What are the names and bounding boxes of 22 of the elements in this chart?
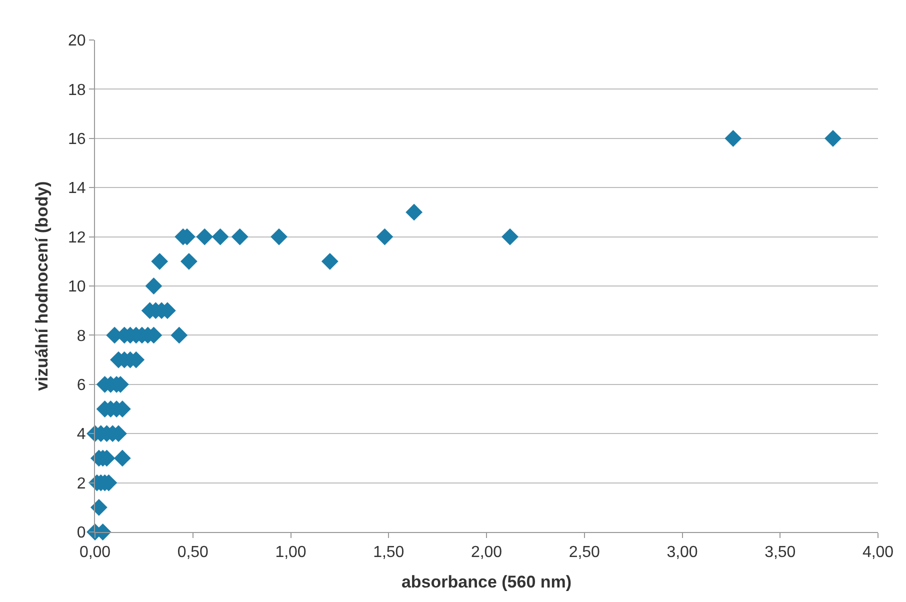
x-tick-label: 2,50 bbox=[568, 544, 600, 562]
y-tick-label: 10 bbox=[68, 278, 86, 296]
x-tick-label: 2,00 bbox=[470, 544, 502, 562]
y-tick-label: 4 bbox=[76, 426, 86, 444]
y-tick-label: 18 bbox=[68, 82, 86, 99]
x-tick-label: 1,00 bbox=[275, 544, 306, 562]
y-tick-label: 12 bbox=[68, 229, 86, 246]
x-tick-label: 4,00 bbox=[862, 544, 894, 562]
x-tick-label: 3,00 bbox=[666, 544, 698, 562]
y-tick-label: 0 bbox=[76, 524, 86, 542]
y-tick-label: 6 bbox=[76, 377, 86, 394]
x-tick-label: 0,00 bbox=[79, 544, 111, 562]
y-tick-label: 14 bbox=[68, 180, 86, 198]
y-tick-label: 20 bbox=[68, 32, 86, 50]
y-tick-label: 16 bbox=[68, 131, 86, 148]
y-tick-label: 2 bbox=[76, 475, 86, 492]
x-tick-label: 1,50 bbox=[373, 544, 404, 562]
y-axis-title: vizuální hodnocení (body) bbox=[32, 181, 52, 391]
y-tick-label: 8 bbox=[76, 328, 86, 345]
x-tick-label: 3,50 bbox=[764, 544, 796, 562]
x-tick-label: 0,50 bbox=[177, 544, 209, 562]
x-axis-title: absorbance (560 nm) bbox=[401, 572, 572, 592]
